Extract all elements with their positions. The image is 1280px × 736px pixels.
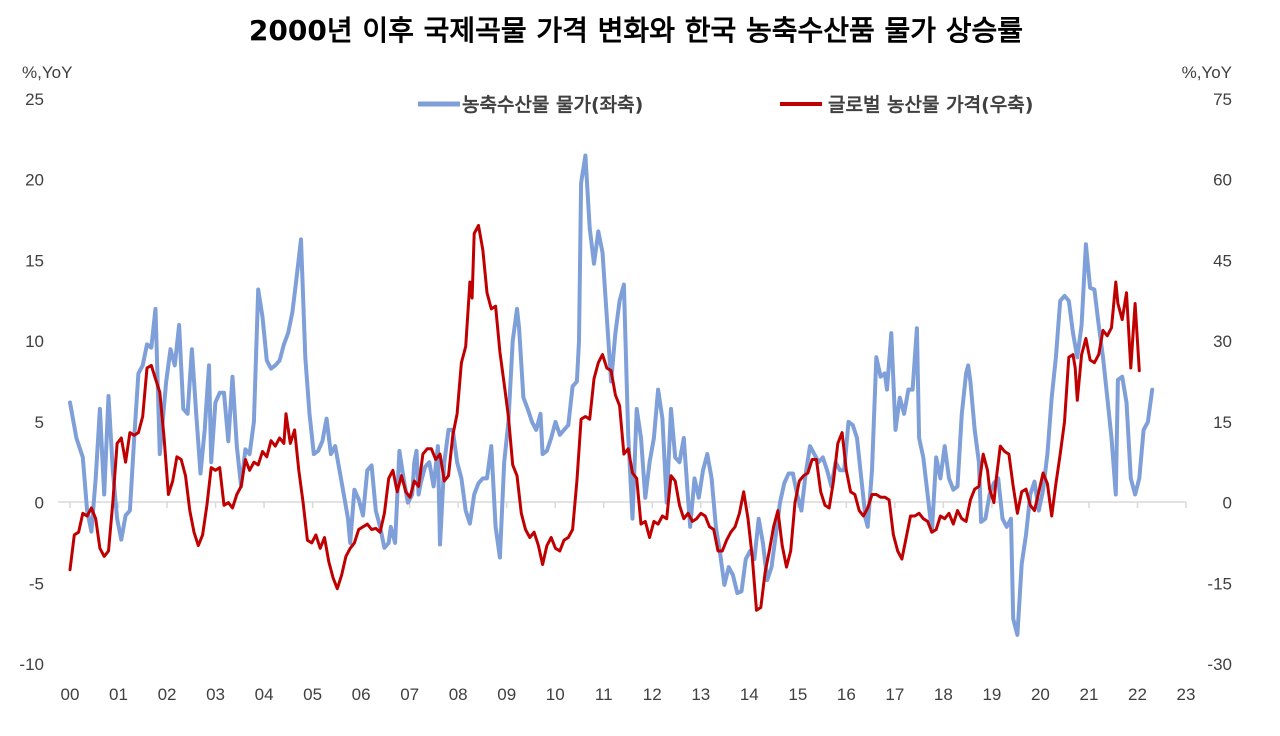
x-tick-label: 04: [255, 685, 274, 704]
series-line-food-price: [68, 153, 1155, 637]
left-tick-label: 10: [25, 332, 44, 351]
x-tick-label: 02: [158, 685, 177, 704]
x-tick-label: 20: [1031, 685, 1050, 704]
x-tick-label: 10: [546, 685, 565, 704]
right-tick-label: 45: [1213, 251, 1232, 270]
legend: 농축수산물 물가(좌축) 글로벌 농산물 가격(우축): [418, 94, 1033, 116]
x-tick-label: 09: [497, 685, 516, 704]
right-tick-label: -30: [1207, 655, 1232, 674]
left-tick-label: 0: [35, 494, 44, 513]
right-tick-label: 75: [1213, 90, 1232, 109]
right-axis: 75 60 45 30 15 0 -15 -30: [1207, 90, 1232, 674]
legend-label-food-price: 농축수산물 물가(좌축): [462, 94, 643, 116]
x-tick-label: 19: [982, 685, 1001, 704]
x-tick-label: 14: [740, 685, 759, 704]
right-tick-label: 30: [1213, 332, 1232, 351]
right-tick-label: 0: [1223, 494, 1232, 513]
x-tick-label: 18: [934, 685, 953, 704]
right-axis-unit: %,YoY: [1182, 63, 1232, 82]
x-tick-label: 08: [449, 685, 468, 704]
x-tick-label: 07: [400, 685, 419, 704]
x-tick-label: 03: [206, 685, 225, 704]
left-tick-label: -10: [19, 655, 44, 674]
series-layer: [68, 153, 1155, 637]
series-line-global-grain: [68, 224, 1141, 612]
x-tick-label: 12: [643, 685, 662, 704]
left-axis: 25 20 15 10 5 0 -5 -10: [19, 90, 44, 674]
x-tick-label: 22: [1128, 685, 1147, 704]
x-tick-label: 00: [61, 685, 80, 704]
right-tick-label: 60: [1213, 171, 1232, 190]
left-tick-label: -5: [29, 574, 44, 593]
x-tick-label: 21: [1079, 685, 1098, 704]
x-tick-label: 06: [352, 685, 371, 704]
x-tick-label: 15: [788, 685, 807, 704]
x-axis: 00 01 02 03 04 05 06 07 08 09 10 11 12 13 14 15 16 17 18 19…: [61, 502, 1196, 704]
x-tick-label: 17: [885, 685, 904, 704]
legend-label-global-grain: 글로벌 농산물 가격(우축): [828, 94, 1033, 116]
left-tick-label: 25: [25, 90, 44, 109]
right-tick-label: -15: [1207, 574, 1232, 593]
left-tick-label: 5: [35, 413, 44, 432]
chart-title: 2000년 이후 국제곡물 가격 변화와 한국 농축수산품 물가 상승률: [249, 14, 1023, 47]
left-axis-unit: %,YoY: [22, 63, 72, 82]
x-tick-label: 11: [595, 685, 613, 704]
x-tick-label: 13: [691, 685, 710, 704]
x-tick-label: 23: [1177, 685, 1196, 704]
left-tick-label: 20: [25, 171, 44, 190]
x-tick-label: 16: [837, 685, 856, 704]
left-tick-label: 15: [25, 251, 44, 270]
x-tick-label: 01: [109, 685, 128, 704]
x-tick-label: 05: [303, 685, 322, 704]
right-tick-label: 15: [1213, 413, 1232, 432]
